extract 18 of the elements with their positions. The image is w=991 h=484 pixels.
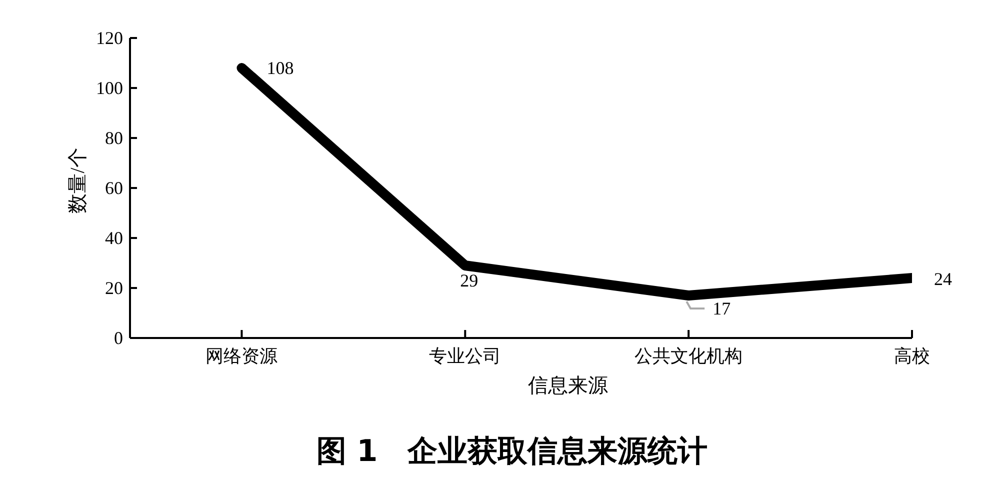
y-tick-label: 100 (96, 78, 123, 98)
x-tick-label: 专业公司 (429, 346, 502, 366)
text: 图 1 企业获取信息来源统计 (315, 433, 709, 471)
data-label: 29 (460, 270, 478, 290)
y-tick-label: 60 (105, 178, 123, 198)
y-tick-label: 0 (114, 328, 123, 348)
y-tick-label: 40 (105, 228, 123, 248)
y-axis-title: 数量/个 (67, 148, 89, 214)
x-tick-label: 网络资源 (206, 346, 278, 366)
y-tick-label: 80 (105, 128, 123, 148)
y-tick-label: 120 (96, 28, 123, 48)
x-tick-label: 公共文化机构 (634, 346, 743, 366)
x-tick-label: 高校 (894, 346, 930, 366)
data-label: 108 (266, 58, 294, 78)
data-label: 24 (934, 269, 952, 289)
y-tick-label: 20 (105, 278, 123, 298)
data-label: 17 (712, 298, 731, 318)
x-axis-title: 信息来源 (528, 375, 608, 397)
